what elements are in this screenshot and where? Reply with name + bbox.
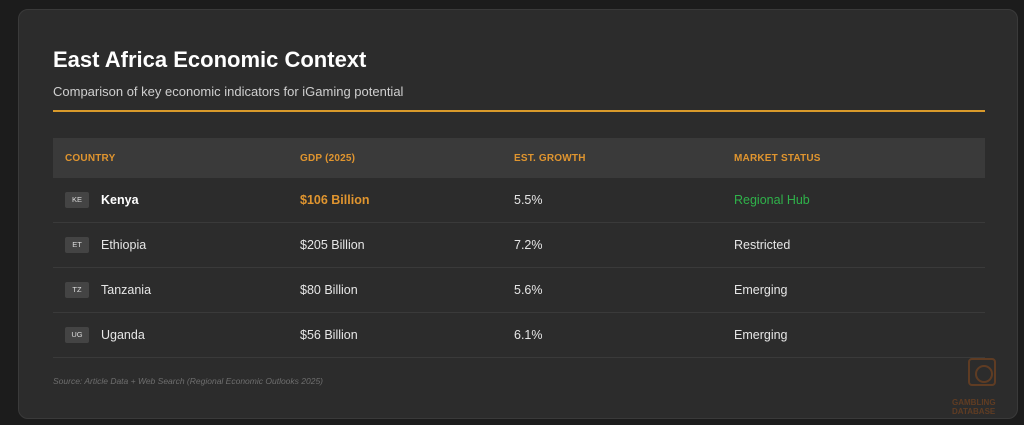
- growth-cell: 7.2%: [514, 238, 543, 252]
- gdp-cell: $80 Billion: [300, 283, 358, 297]
- gdp-cell: $56 Billion: [300, 328, 358, 342]
- header-status: MARKET STATUS: [734, 152, 821, 164]
- economic-table: COUNTRY GDP (2025) EST. GROWTH MARKET ST…: [53, 138, 985, 358]
- country-code-badge: ET: [65, 237, 89, 253]
- country-code-badge: UG: [65, 327, 89, 343]
- country-code-badge: TZ: [65, 282, 89, 298]
- gdp-cell: $106 Billion: [300, 193, 370, 207]
- header-growth: EST. GROWTH: [514, 152, 586, 164]
- country-cell: ET Ethiopia: [53, 237, 300, 253]
- header-country: COUNTRY: [65, 152, 116, 164]
- growth-cell: 5.6%: [514, 283, 543, 297]
- country-cell: TZ Tanzania: [53, 282, 300, 298]
- growth-cell: 6.1%: [514, 328, 543, 342]
- country-cell: UG Uganda: [53, 327, 300, 343]
- watermark: GAMBLING DATABASE: [952, 356, 1022, 422]
- table-row: TZ Tanzania $80 Billion 5.6% Emerging: [53, 268, 985, 313]
- status-cell: Restricted: [734, 238, 791, 252]
- table-row: UG Uganda $56 Billion 6.1% Emerging: [53, 313, 985, 358]
- watermark-text: GAMBLING DATABASE: [952, 398, 1022, 416]
- source-note: Source: Article Data + Web Search (Regio…: [53, 376, 324, 386]
- country-cell: KE Kenya: [53, 192, 300, 208]
- card-title: East Africa Economic Context: [53, 47, 367, 72]
- country-name: Uganda: [101, 328, 145, 342]
- watermark-line1: GAMBLING: [952, 398, 996, 407]
- status-cell: Regional Hub: [734, 193, 810, 207]
- table-row: ET Ethiopia $205 Billion 7.2% Restricted: [53, 223, 985, 268]
- country-name: Kenya: [101, 193, 139, 207]
- gdp-cell: $205 Billion: [300, 238, 365, 252]
- country-name: Tanzania: [101, 283, 152, 297]
- header-gdp: GDP (2025): [300, 152, 356, 164]
- card-subtitle: Comparison of key economic indicators fo…: [53, 84, 404, 99]
- watermark-line2: DATABASE: [952, 407, 996, 416]
- growth-cell: 5.5%: [514, 193, 543, 207]
- status-cell: Emerging: [734, 283, 788, 297]
- casino-chip-icon: [968, 358, 996, 386]
- table-row: KE Kenya $106 Billion 5.5% Regional Hub: [53, 178, 985, 223]
- accent-divider: [53, 110, 985, 112]
- status-cell: Emerging: [734, 328, 788, 342]
- country-name: Ethiopia: [101, 238, 147, 252]
- economic-context-card: East Africa Economic Context Comparison …: [18, 9, 1018, 419]
- country-code-badge: KE: [65, 192, 89, 208]
- table-header: COUNTRY GDP (2025) EST. GROWTH MARKET ST…: [53, 138, 985, 178]
